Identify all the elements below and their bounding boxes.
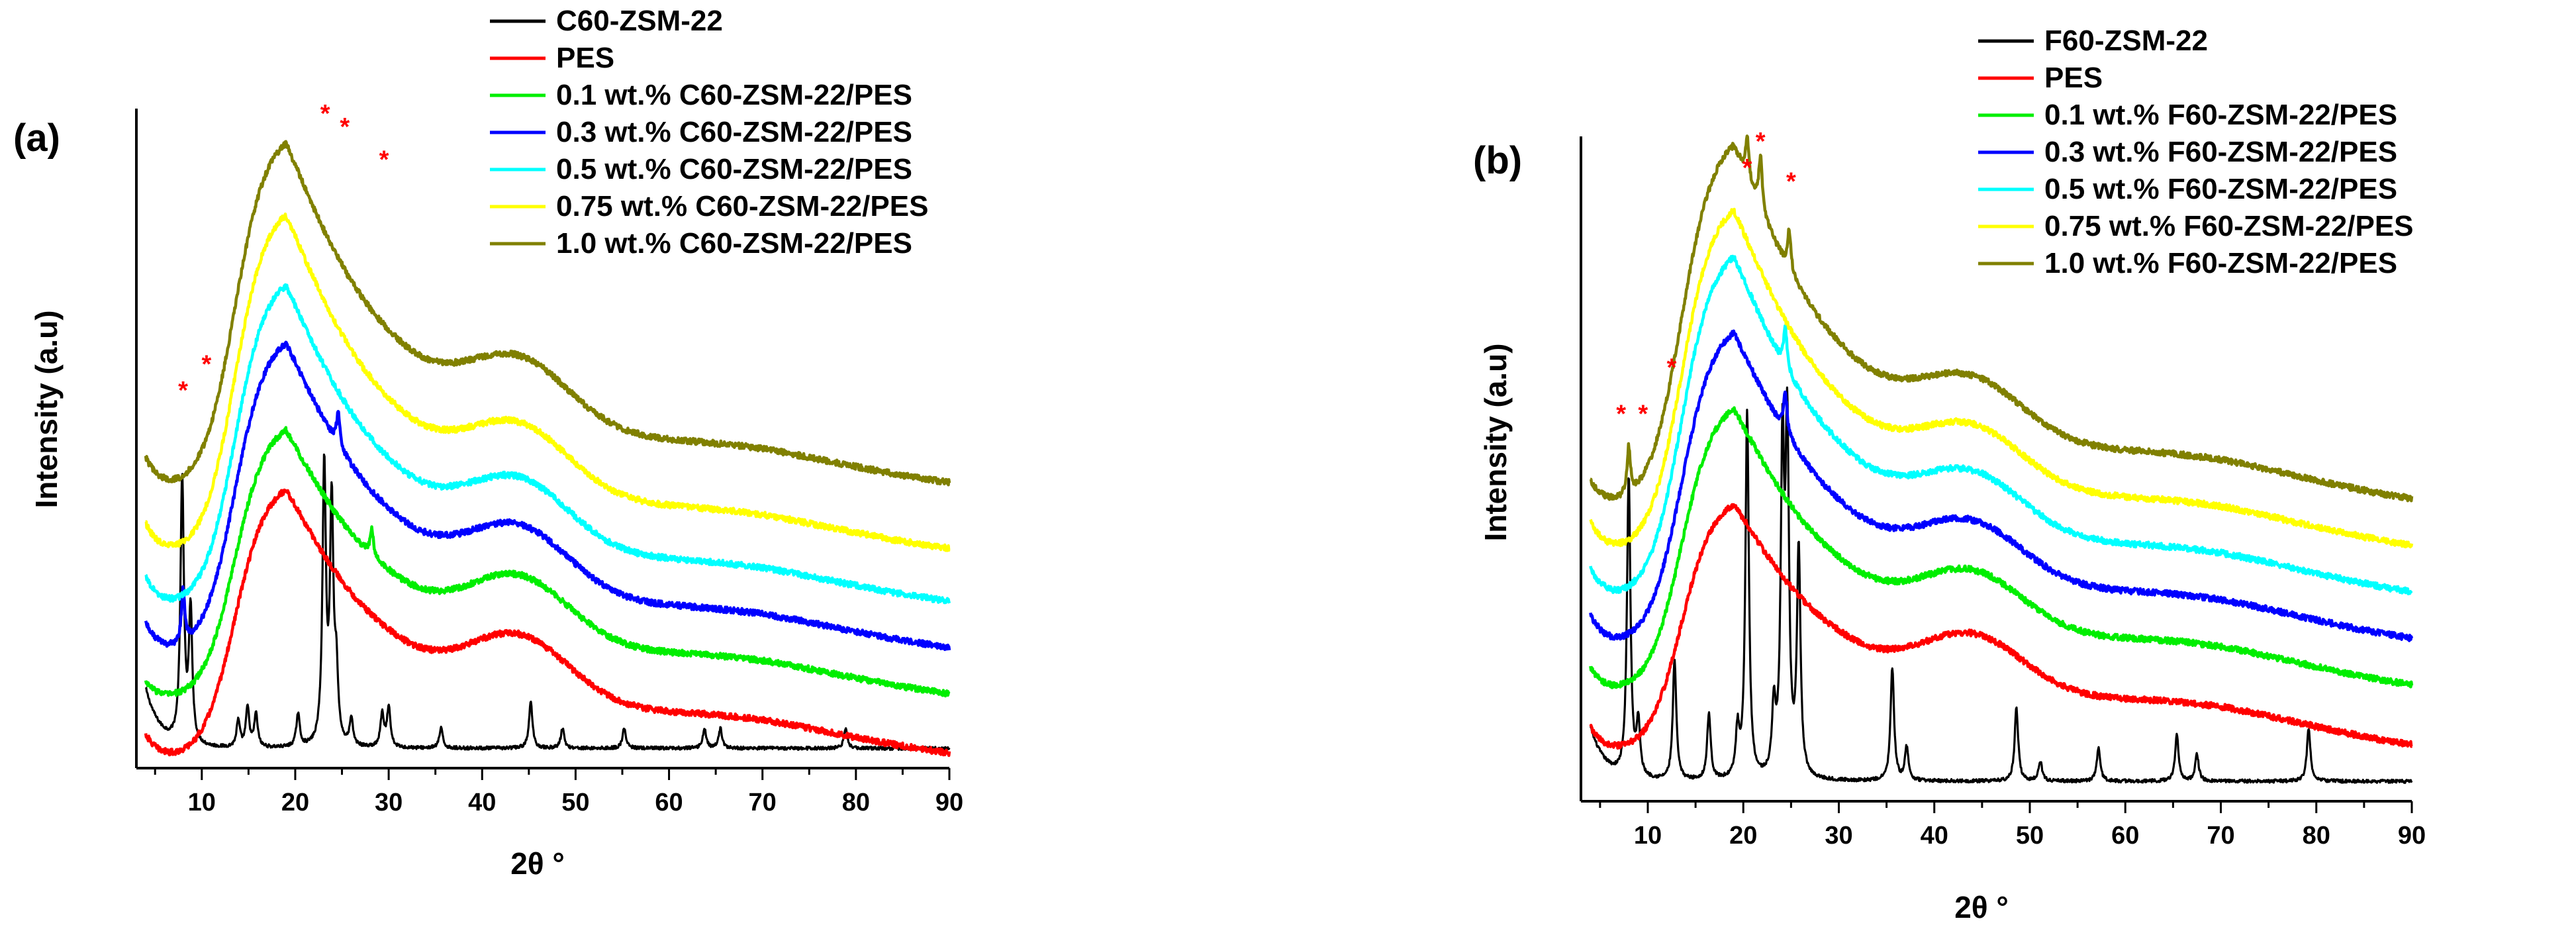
peak-marker-b-3: * [1742,154,1752,182]
peak-marker-b-4: * [1756,128,1766,156]
series-line-b-1 [1589,503,2413,750]
x-tick-label-b-80: 80 [2303,822,2330,850]
legend-label-a-0: C60-ZSM-22 [556,5,723,37]
legend-b: F60-ZSM-22 PES 0.1 wt.% F60-ZSM-22/PES 0.3 … [1978,25,2414,279]
x-tick-label-a-70: 70 [749,789,777,816]
x-tick-label-a-50: 50 [561,789,589,816]
peak-marker-b-1: * [1638,401,1648,428]
y-axis-title-b: Intensity (a.u) [1478,343,1513,541]
legend-label-b-1: PES [2044,62,2103,94]
series-line-b-5 [1589,207,2414,549]
panel-a: 10 20 30 40 50 60 70 80 90 2θ ° Intensity (a.u) (a)… [13,5,963,881]
x-axis-title-b: 2θ ° [1954,890,2009,924]
x-tick-label-b-20: 20 [1729,822,1757,850]
peak-marker-b-2: * [1667,354,1677,381]
series-line-a-2 [144,426,951,698]
series-line-a-5 [144,212,951,552]
x-tick-label-b-40: 40 [1921,822,1948,850]
peak-marker-a-0: * [178,377,188,405]
x-tick-label-b-90: 90 [2398,822,2426,850]
panel-label-a: (a) [13,117,60,160]
peak-marker-a-2: * [320,100,330,128]
legend-label-a-3: 0.3 wt.% C60-ZSM-22/PES [556,116,912,148]
legend-label-b-4: 0.5 wt.% F60-ZSM-22/PES [2044,173,2397,205]
peak-marker-a-1: * [201,350,211,378]
x-tick-label-b-50: 50 [2016,822,2044,850]
legend-label-a-5: 0.75 wt.% C60-ZSM-22/PES [556,190,928,222]
x-tick-label-b-30: 30 [1825,822,1852,850]
legend-label-a-4: 0.5 wt.% C60-ZSM-22/PES [556,153,912,185]
series-line-b-0 [1589,386,2413,784]
series-line-b-6 [1589,134,2414,503]
series-line-b-2 [1589,406,2414,689]
legend-label-a-6: 1.0 wt.% C60-ZSM-22/PES [556,227,912,260]
peak-marker-b-5: * [1786,168,1796,195]
peak-marker-b-0: * [1616,401,1626,428]
panel-label-b: (b) [1473,139,1522,182]
x-tick-label-a-10: 10 [188,789,216,816]
series-line-a-0 [144,453,951,752]
x-tick-label-a-20: 20 [281,789,309,816]
series-line-a-3 [144,340,951,652]
legend-label-b-5: 0.75 wt.% F60-ZSM-22/PES [2044,210,2414,242]
legend-label-b-6: 1.0 wt.% F60-ZSM-22/PES [2044,247,2397,279]
series-line-a-4 [144,283,951,605]
legend-label-b-3: 0.3 wt.% F60-ZSM-22/PES [2044,136,2397,168]
legend-label-b-0: F60-ZSM-22 [2044,25,2208,57]
x-tick-label-a-90: 90 [935,789,963,816]
x-tick-label-b-70: 70 [2207,822,2234,850]
x-tick-label-a-80: 80 [842,789,870,816]
x-tick-label-b-10: 10 [1634,822,1662,850]
series-line-a-6 [144,140,951,487]
y-axis-title-a: Intensity (a.u) [29,310,64,508]
x-tick-label-a-60: 60 [655,789,683,816]
legend-label-a-2: 0.1 wt.% C60-ZSM-22/PES [556,79,912,111]
series-line-b-3 [1589,329,2414,642]
x-tick-label-a-30: 30 [375,789,403,816]
x-tick-label-a-40: 40 [468,789,496,816]
legend-a: C60-ZSM-22 PES 0.1 wt.% C60-ZSM-22/PES 0.3 … [490,5,928,260]
series-line-a-1 [144,488,951,758]
peak-marker-a-4: * [379,146,389,174]
x-axis-title-a: 2θ ° [510,846,565,881]
series-line-b-4 [1589,254,2413,596]
x-tick-label-b-60: 60 [2111,822,2139,850]
panel-b: 10 20 30 40 50 60 70 80 90 2θ ° Intensity (a.u) (b)… [1473,25,2426,924]
legend-label-b-2: 0.1 wt.% F60-ZSM-22/PES [2044,99,2397,131]
peak-marker-a-3: * [340,113,350,141]
legend-label-a-1: PES [556,42,614,74]
